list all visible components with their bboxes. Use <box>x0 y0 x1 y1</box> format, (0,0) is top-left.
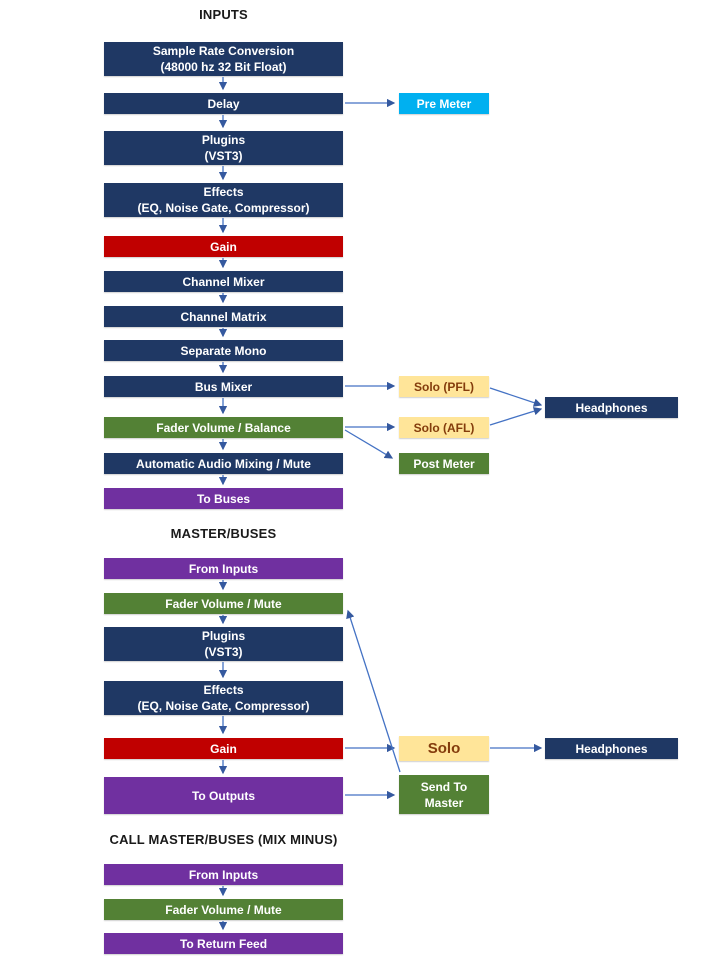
node-label: Effects <box>203 683 244 697</box>
node-master-plugins: Plugins (VST3) <box>104 627 343 661</box>
node-separate-mono: Separate Mono <box>104 340 343 361</box>
node-label: Plugins <box>201 133 246 147</box>
node-label: Channel Matrix <box>180 309 267 324</box>
node-delay: Delay <box>104 93 343 114</box>
node-master-gain: Gain <box>104 738 343 759</box>
node-send-to-master: Send To Master <box>399 775 489 814</box>
node-solo-pfl: Solo (PFL) <box>399 376 489 397</box>
node-to-return-feed: To Return Feed <box>104 933 343 954</box>
node-label: Gain <box>210 239 237 254</box>
node-master-effects: Effects (EQ, Noise Gate, Compressor) <box>104 681 343 715</box>
section-title-master-buses: MASTER/BUSES <box>170 526 277 541</box>
node-label: Send To <box>420 779 468 794</box>
node-post-meter: Post Meter <box>399 453 489 474</box>
node-sublabel: (VST3) <box>204 149 243 163</box>
node-plugins: Plugins (VST3) <box>104 131 343 165</box>
node-label: Solo (PFL) <box>414 379 474 394</box>
node-sublabel: (VST3) <box>204 645 243 659</box>
node-label: Fader Volume / Mute <box>165 596 282 611</box>
node-gain: Gain <box>104 236 343 257</box>
node-automatic-audio-mixing-mute: Automatic Audio Mixing / Mute <box>104 453 343 474</box>
node-label: Plugins <box>201 629 246 643</box>
node-solo-afl: Solo (AFL) <box>399 417 489 438</box>
node-label: From Inputs <box>188 867 259 882</box>
node-call-from-inputs: From Inputs <box>104 864 343 885</box>
node-call-fader-volume-mute: Fader Volume / Mute <box>104 899 343 920</box>
node-label: Separate Mono <box>180 343 267 358</box>
node-fader-volume-balance: Fader Volume / Balance <box>104 417 343 438</box>
node-label: Channel Mixer <box>182 274 265 289</box>
node-label: Automatic Audio Mixing / Mute <box>136 456 311 471</box>
node-channel-matrix: Channel Matrix <box>104 306 343 327</box>
node-to-buses: To Buses <box>104 488 343 509</box>
node-headphones-master: Headphones <box>545 738 678 759</box>
section-title-call-master-buses: CALL MASTER/BUSES (MIX MINUS) <box>109 832 338 847</box>
node-label: Post Meter <box>413 456 475 471</box>
section-title-inputs: INPUTS <box>199 7 248 22</box>
node-sample-rate-conversion: Sample Rate Conversion (48000 hz 32 Bit … <box>104 42 343 76</box>
node-channel-mixer: Channel Mixer <box>104 271 343 292</box>
node-bus-mixer: Bus Mixer <box>104 376 343 397</box>
node-sublabel: (EQ, Noise Gate, Compressor) <box>137 201 310 215</box>
node-label: To Return Feed <box>179 936 268 951</box>
node-label: Pre Meter <box>416 96 472 111</box>
node-label: Sample Rate Conversion <box>152 44 295 58</box>
node-label: Bus Mixer <box>194 379 253 394</box>
node-label: Headphones <box>575 741 648 756</box>
node-label: Delay <box>207 96 240 111</box>
node-label: Fader Volume / Mute <box>165 902 282 917</box>
node-master-fader-volume-mute: Fader Volume / Mute <box>104 593 343 614</box>
node-master-from-inputs: From Inputs <box>104 558 343 579</box>
node-master-solo: Solo <box>399 736 489 761</box>
node-sublabel: Master <box>424 795 464 810</box>
node-label: Fader Volume / Balance <box>156 420 291 435</box>
node-label: From Inputs <box>188 561 259 576</box>
node-label: Solo <box>427 739 461 757</box>
node-label: Gain <box>210 741 237 756</box>
node-to-outputs: To Outputs <box>104 777 343 814</box>
node-label: To Buses <box>196 491 251 506</box>
node-sublabel: (EQ, Noise Gate, Compressor) <box>137 699 310 713</box>
node-label: Solo (AFL) <box>413 420 475 435</box>
node-headphones-inputs: Headphones <box>545 397 678 418</box>
node-label: Headphones <box>575 400 648 415</box>
node-pre-meter: Pre Meter <box>399 93 489 114</box>
node-label: To Outputs <box>191 788 256 803</box>
node-effects: Effects (EQ, Noise Gate, Compressor) <box>104 183 343 217</box>
node-label: Effects <box>203 185 244 199</box>
node-sublabel: (48000 hz 32 Bit Float) <box>160 60 287 74</box>
